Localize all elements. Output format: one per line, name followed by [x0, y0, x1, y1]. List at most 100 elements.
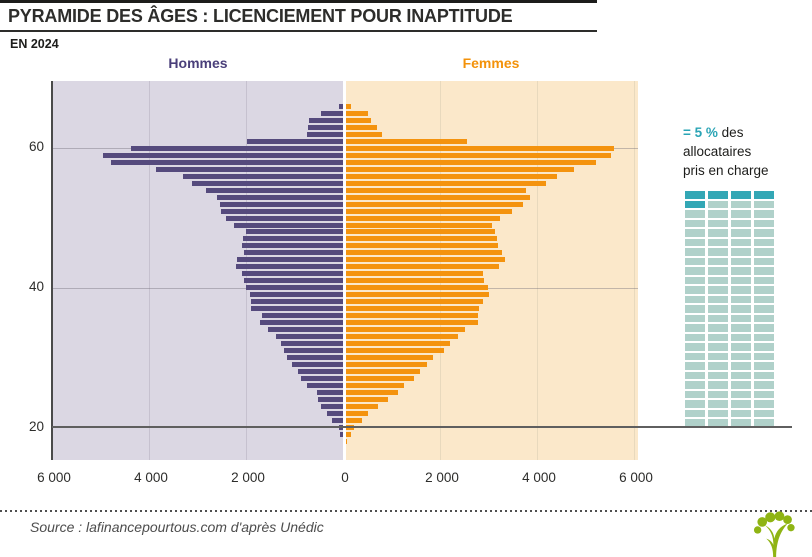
bar-hommes-age-24 — [318, 397, 344, 403]
bar-femmes-age-55 — [346, 180, 546, 186]
legend-grid-cell — [685, 343, 705, 351]
legend-line2: allocataires — [683, 144, 752, 159]
bar-femmes-age-31 — [346, 348, 444, 354]
bar-hommes-age-51 — [221, 208, 344, 214]
vertical-gridline — [246, 81, 247, 460]
legend-grid-cell — [685, 324, 705, 332]
plot-background-femmes — [345, 81, 638, 460]
bar-hommes-age-23 — [320, 404, 344, 410]
legend-grid-cell — [708, 343, 728, 351]
legend-grid-cell — [708, 219, 728, 228]
x-tick-label: 2 000 — [231, 470, 265, 485]
legend-grid-cell — [731, 276, 751, 285]
legend-grid-cell — [754, 314, 774, 323]
bar-femmes-age-63 — [346, 124, 378, 130]
bar-hommes-age-38 — [251, 299, 344, 305]
bar-femmes-age-45 — [346, 250, 502, 256]
bar-hommes-age-19 — [340, 431, 344, 437]
bar-femmes-age-53 — [346, 194, 530, 200]
legend-grid-cell — [731, 333, 751, 342]
legend-unit-grid — [685, 191, 774, 427]
legend-grid-cell — [685, 314, 705, 323]
legend-grid-cell — [754, 229, 774, 237]
center-axis-strip — [343, 81, 346, 460]
legend-grid-cell — [708, 210, 728, 218]
bar-hommes-age-22 — [327, 411, 344, 417]
legend-grid-cell — [731, 343, 751, 351]
title-underline — [0, 30, 597, 32]
bar-femmes-age-61 — [346, 138, 467, 144]
legend-grid-cell — [754, 267, 774, 275]
legend-grid-cell — [754, 352, 774, 361]
legend-grid-cell — [731, 314, 751, 323]
y-axis-line — [51, 81, 53, 460]
legend-grid-cell — [708, 305, 728, 313]
legend-grid-cell — [685, 409, 705, 418]
legend-grid-cell — [685, 400, 705, 408]
legend-grid-cell — [685, 267, 705, 275]
bar-femmes-age-51 — [346, 208, 512, 214]
legend-grid-cell — [708, 267, 728, 275]
legend-grid-cell — [708, 257, 728, 266]
legend-grid-cell — [685, 305, 705, 313]
y-tick-label: 40 — [28, 278, 44, 294]
x-tick-label: 6 000 — [619, 470, 653, 485]
bar-hommes-age-54 — [206, 187, 344, 193]
bar-femmes-age-54 — [346, 187, 526, 193]
bar-femmes-age-25 — [346, 390, 398, 396]
legend-grid-cell — [708, 276, 728, 285]
bar-hommes-age-27 — [301, 376, 344, 382]
bar-femmes-age-43 — [346, 264, 499, 270]
bar-femmes-age-49 — [346, 222, 493, 228]
source-credit: Source : lafinancepourtous.com d'après U… — [30, 519, 324, 535]
bar-hommes-age-42 — [242, 271, 344, 277]
legend-grid-cell — [754, 343, 774, 351]
bar-hommes-age-28 — [297, 369, 344, 375]
bar-femmes-age-58 — [346, 159, 596, 165]
bar-hommes-age-57 — [155, 166, 344, 172]
legend-grid-cell — [708, 371, 728, 380]
bar-femmes-age-41 — [346, 278, 485, 284]
legend-pct-suffix: des — [721, 125, 744, 140]
x-tick-label: 4 000 — [522, 470, 556, 485]
legend-grid-cell — [731, 362, 751, 370]
tree-logo-icon — [753, 511, 795, 557]
bar-femmes-age-38 — [346, 299, 484, 305]
legend-grid-cell — [708, 248, 728, 256]
bar-hommes-age-61 — [247, 138, 344, 144]
bar-hommes-age-45 — [244, 250, 344, 256]
legend-grid-cell — [731, 267, 751, 275]
legend-grid-cell — [731, 210, 751, 218]
legend-grid-cell — [754, 295, 774, 304]
bar-hommes-age-33 — [276, 334, 344, 340]
bar-femmes-age-44 — [346, 257, 505, 263]
legend-grid-cell — [731, 324, 751, 332]
legend-grid-cell — [708, 295, 728, 304]
legend-grid-cell — [754, 400, 774, 408]
horizontal-line-age20 — [52, 426, 792, 428]
bar-femmes-age-62 — [346, 131, 382, 137]
legend-grid-cell — [754, 362, 774, 370]
legend-grid-cell — [754, 276, 774, 285]
legend-grid-cell — [754, 248, 774, 256]
legend-grid-cell — [685, 210, 705, 218]
bar-femmes-age-21 — [346, 418, 362, 424]
bar-femmes-age-42 — [346, 271, 484, 277]
legend-grid-cell — [708, 238, 728, 247]
bar-femmes-age-22 — [346, 411, 368, 417]
legend-grid-cell — [685, 257, 705, 266]
top-rule — [0, 0, 597, 3]
bar-femmes-age-39 — [346, 292, 489, 298]
bar-hommes-age-43 — [235, 264, 344, 270]
vertical-gridline — [634, 81, 635, 460]
bar-hommes-age-60 — [130, 145, 344, 151]
legend-grid-cell — [754, 409, 774, 418]
legend-grid-cell — [754, 219, 774, 228]
legend-grid-cell — [685, 248, 705, 256]
bar-femmes-age-34 — [346, 327, 466, 333]
bar-femmes-age-19 — [346, 431, 351, 437]
legend-grid-cell — [685, 381, 705, 389]
legend-grid-cell — [731, 191, 751, 199]
bar-hommes-age-25 — [316, 390, 344, 396]
bar-femmes-age-66 — [346, 103, 351, 109]
